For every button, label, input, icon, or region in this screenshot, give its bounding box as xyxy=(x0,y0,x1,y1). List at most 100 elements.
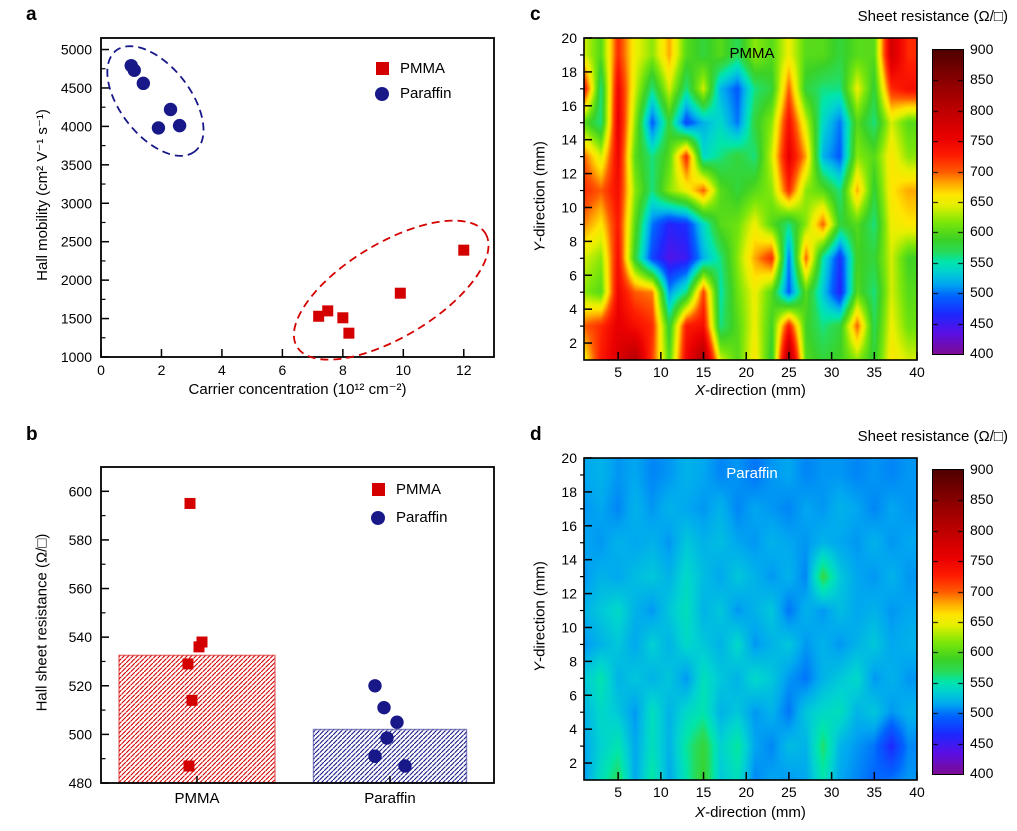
data-point-square xyxy=(322,305,334,317)
category-label-pmma: PMMA xyxy=(174,790,220,807)
plot-border xyxy=(583,457,918,781)
data-point-circle xyxy=(368,749,382,763)
data-point-square xyxy=(313,310,325,322)
colorbar-tick-label: 850 xyxy=(970,491,994,508)
colorbar-tick-label: 550 xyxy=(970,673,994,690)
x-tick-label: 30 xyxy=(824,364,840,380)
legend-label: Paraffin xyxy=(400,85,452,102)
y-tick-label: 6 xyxy=(569,687,577,703)
x-tick-label: 25 xyxy=(781,784,797,800)
data-point-square xyxy=(337,312,349,324)
data-point-circle xyxy=(172,118,187,133)
y-tick-label: 10 xyxy=(561,199,577,215)
x-tick-label: 15 xyxy=(696,784,712,800)
x-tick-label: 25 xyxy=(781,364,797,380)
x-tick-label: 10 xyxy=(653,784,669,800)
y-tick-label: 520 xyxy=(69,678,93,694)
plot-border xyxy=(100,466,495,784)
y-tick-label: 18 xyxy=(561,484,577,500)
data-point-square xyxy=(394,287,406,299)
pmma-square-marker xyxy=(372,483,385,496)
x-tick-label: 20 xyxy=(738,784,754,800)
x-tick-label: 30 xyxy=(824,784,840,800)
data-point-square xyxy=(193,641,205,653)
panel-a-letter: a xyxy=(26,4,37,25)
panel-d: d Sheet resistance (Ω/□) 5 10 15 20 25 30 35 40… xyxy=(510,420,1017,831)
y-tick-label: 540 xyxy=(69,629,93,645)
x-tick-label: 5 xyxy=(614,784,622,800)
y-tick-label: 4500 xyxy=(61,80,92,96)
data-point-square xyxy=(182,658,194,670)
y-tick-label: 14 xyxy=(561,552,577,568)
y-tick-label: 16 xyxy=(561,518,577,534)
panel-c-title: Sheet resistance (Ω/□) xyxy=(857,8,1008,25)
y-tick-label: 1500 xyxy=(61,311,92,327)
panel-c-xlabel: X-direction (mm) xyxy=(695,382,806,399)
panel-d-xlabel: X-direction (mm) xyxy=(695,804,806,821)
panel-c-ylabel: Y-direction (mm) xyxy=(531,141,549,252)
pmma-square-marker xyxy=(376,62,389,75)
y-tick-label: 10 xyxy=(561,619,577,635)
data-point-circle xyxy=(377,700,391,715)
y-tick-label: 8 xyxy=(569,653,577,669)
y-tick-label: 500 xyxy=(69,726,93,742)
data-point-circle xyxy=(380,731,394,745)
panel-a-xlabel: Carrier concentration (10¹² cm⁻²) xyxy=(188,381,407,398)
panel-d-axes: 5 10 15 20 25 30 35 40 2 4 6 8 10 12 14 16 18 20 xyxy=(561,450,925,800)
y-tick-label: 5000 xyxy=(61,42,92,58)
colorbar-tick-label: 450 xyxy=(970,314,994,331)
colorbar-tick-label: 400 xyxy=(970,345,994,361)
y-tick-label: 1000 xyxy=(61,349,92,365)
x-tick-label: 2 xyxy=(158,362,166,378)
colorbar-tick-label: 450 xyxy=(970,734,994,751)
bar xyxy=(118,654,276,784)
colorbar-tick-label: 750 xyxy=(970,552,994,569)
colorbar-tick-label: 400 xyxy=(970,765,994,781)
legend-item-paraffin: Paraffin xyxy=(371,509,447,526)
colorbar xyxy=(932,469,964,775)
colorbar-tick-label: 800 xyxy=(970,521,994,538)
cluster-ellipse xyxy=(106,45,205,157)
legend-label: Paraffin xyxy=(396,509,448,526)
paraffin-circle-marker xyxy=(371,510,385,525)
panel-b: b 480 500 520 540 560 580 600 PMMA Paraffin Ha… xyxy=(0,420,510,831)
colorbar-tick-label: 900 xyxy=(970,41,994,57)
panel-d-letter: d xyxy=(530,424,542,445)
y-tick-label: 560 xyxy=(69,581,93,597)
pmma-heatmap xyxy=(584,38,917,360)
legend-item-paraffin: Paraffin xyxy=(375,85,451,102)
panel-a: a 1000 1500 2000 2500 3000 3500 4000 4500 5000 0 2… xyxy=(0,0,510,420)
panel-b-letter: b xyxy=(26,424,38,445)
x-tick-label: 4 xyxy=(218,362,226,378)
colorbar-tick-label: 650 xyxy=(970,613,994,629)
colorbar-tick-label: 850 xyxy=(970,71,994,88)
colorbar-tick-label: 600 xyxy=(970,643,994,660)
colorbar-tick-label: 650 xyxy=(970,193,994,209)
x-tick-label: 12 xyxy=(456,362,472,378)
colorbar-tick-label: 750 xyxy=(970,132,994,149)
colorbar-tick-label: 900 xyxy=(970,461,994,477)
legend-label: PMMA xyxy=(400,60,445,77)
y-tick-label: 20 xyxy=(561,30,577,46)
panel-a-chart: 1000 1500 2000 2500 3000 3500 4000 4500 5000 0 2 4 6… xyxy=(61,37,495,378)
colorbar-tick-label: 500 xyxy=(970,704,994,721)
heatmap-inner-label: PMMA xyxy=(729,45,775,62)
paraffin-circle-marker xyxy=(375,86,389,101)
data-point-circle xyxy=(136,76,151,91)
plot-border xyxy=(100,37,495,358)
y-tick-label: 4 xyxy=(569,721,577,737)
panel-b-ylabel: Hall sheet resistance (Ω/□) xyxy=(33,533,51,712)
colorbar xyxy=(932,49,964,355)
data-point-square xyxy=(186,694,198,706)
y-tick-label: 3500 xyxy=(61,157,92,173)
y-tick-label: 6 xyxy=(569,267,577,283)
y-tick-label: 8 xyxy=(569,233,577,249)
category-label-paraffin: Paraffin xyxy=(364,790,416,807)
x-tick-label: 15 xyxy=(696,364,712,380)
x-tick-label: 8 xyxy=(339,362,347,378)
data-point-circle xyxy=(398,759,412,773)
y-tick-label: 14 xyxy=(561,132,577,148)
y-tick-label: 20 xyxy=(561,450,577,466)
colorbar-tick-label: 700 xyxy=(970,582,994,599)
